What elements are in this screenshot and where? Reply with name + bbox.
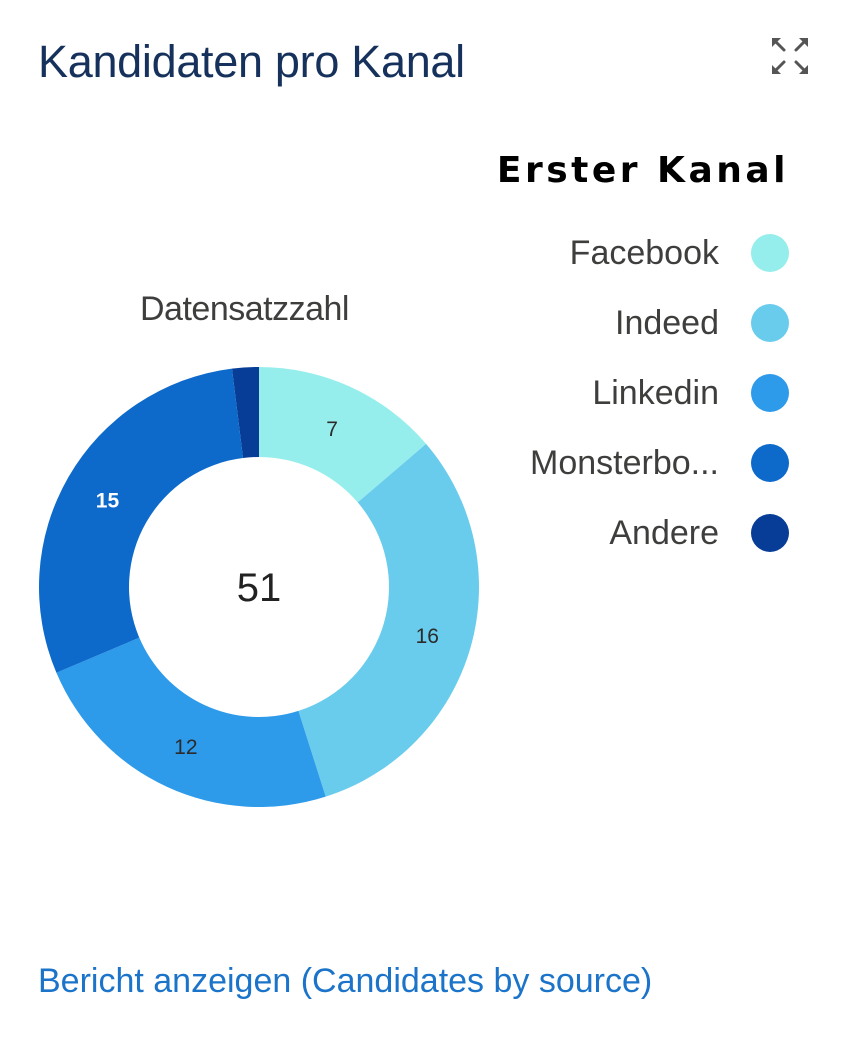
legend-label: Facebook: [569, 233, 719, 272]
legend-item-andere[interactable]: Andere: [530, 498, 789, 568]
chart-legend: Facebook Indeed Linkedin Monsterbo... An…: [530, 218, 789, 568]
legend-label: Andere: [609, 513, 719, 552]
donut-chart-svg: 7 16 12 15 51: [38, 367, 479, 807]
legend-item-facebook[interactable]: Facebook: [530, 218, 789, 288]
donut-slice-linkedin[interactable]: [56, 637, 326, 807]
legend-title: Erster Kanal: [496, 150, 789, 191]
legend-swatch: [751, 234, 789, 272]
legend-item-monsterboard[interactable]: Monsterbo...: [530, 428, 789, 498]
legend-label: Indeed: [615, 303, 719, 342]
donut-center-total: 51: [237, 566, 282, 610]
donut-chart: 7 16 12 15 51: [0, 340, 520, 860]
donut-data-label: 16: [416, 625, 439, 648]
donut-data-label: 15: [96, 490, 120, 513]
card-title: Kandidaten pro Kanal: [38, 36, 465, 87]
legend-label: Linkedin: [592, 373, 719, 412]
donut-slice-indeed[interactable]: [298, 443, 479, 797]
expand-button[interactable]: [768, 34, 812, 78]
legend-swatch: [751, 374, 789, 412]
metric-label: Datensatzzahl: [140, 290, 349, 328]
legend-swatch: [751, 304, 789, 342]
legend-item-linkedin[interactable]: Linkedin: [530, 358, 789, 428]
expand-arrows-icon: [772, 38, 808, 74]
legend-swatch: [751, 514, 789, 552]
donut-slice-facebook[interactable]: [259, 367, 427, 503]
donut-data-label: 7: [326, 418, 338, 441]
legend-swatch: [751, 444, 789, 482]
donut-slice-andere[interactable]: [231, 367, 259, 458]
view-report-link[interactable]: Bericht anzeigen (Candidates by source): [38, 962, 653, 1000]
legend-label: Monsterbo...: [530, 443, 719, 482]
legend-item-indeed[interactable]: Indeed: [530, 288, 789, 358]
donut-data-label: 12: [174, 736, 197, 759]
donut-slice-monsterbo[interactable]: [38, 368, 244, 673]
